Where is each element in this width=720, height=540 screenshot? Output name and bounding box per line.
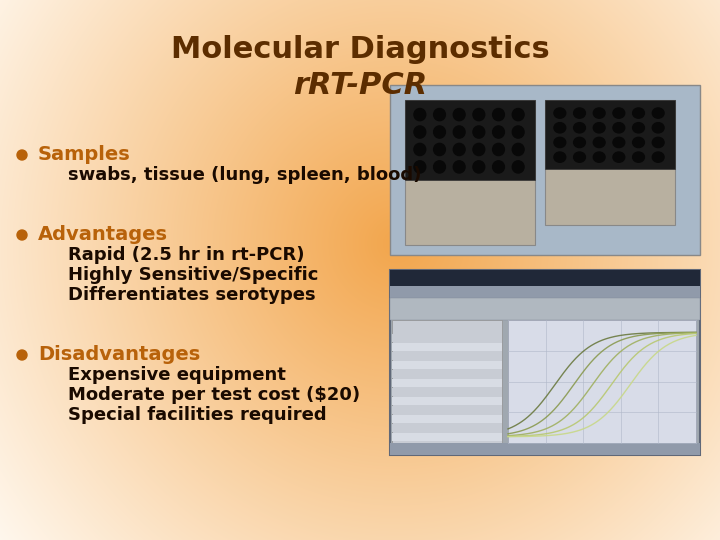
- FancyBboxPatch shape: [545, 100, 675, 168]
- FancyBboxPatch shape: [392, 388, 502, 396]
- Ellipse shape: [652, 108, 664, 118]
- Ellipse shape: [633, 137, 644, 147]
- Ellipse shape: [492, 161, 505, 173]
- Ellipse shape: [652, 152, 664, 163]
- Ellipse shape: [513, 161, 524, 173]
- Ellipse shape: [593, 108, 605, 118]
- Ellipse shape: [492, 126, 505, 138]
- Text: Advantages: Advantages: [38, 226, 168, 245]
- Text: Differentiates serotypes: Differentiates serotypes: [68, 286, 315, 304]
- Ellipse shape: [414, 109, 426, 121]
- Ellipse shape: [554, 123, 566, 133]
- Ellipse shape: [574, 123, 585, 133]
- FancyBboxPatch shape: [405, 100, 535, 245]
- Text: Rapid (2.5 hr in rt-PCR): Rapid (2.5 hr in rt-PCR): [68, 246, 305, 264]
- FancyBboxPatch shape: [508, 320, 696, 443]
- Ellipse shape: [414, 143, 426, 156]
- Ellipse shape: [414, 161, 426, 173]
- Circle shape: [17, 350, 27, 360]
- Ellipse shape: [593, 123, 605, 133]
- FancyBboxPatch shape: [392, 415, 502, 423]
- FancyBboxPatch shape: [390, 270, 700, 455]
- FancyBboxPatch shape: [392, 433, 502, 441]
- Ellipse shape: [633, 108, 644, 118]
- Ellipse shape: [492, 143, 505, 156]
- Ellipse shape: [513, 143, 524, 156]
- FancyBboxPatch shape: [392, 352, 502, 360]
- FancyBboxPatch shape: [392, 361, 502, 369]
- Ellipse shape: [433, 161, 446, 173]
- Ellipse shape: [593, 152, 605, 163]
- FancyBboxPatch shape: [392, 343, 502, 351]
- Text: Molecular Diagnostics: Molecular Diagnostics: [171, 36, 549, 64]
- FancyBboxPatch shape: [392, 334, 502, 342]
- FancyBboxPatch shape: [390, 298, 700, 320]
- FancyBboxPatch shape: [405, 100, 535, 180]
- Ellipse shape: [414, 126, 426, 138]
- Ellipse shape: [473, 109, 485, 121]
- Ellipse shape: [574, 137, 585, 147]
- Ellipse shape: [454, 161, 465, 173]
- Ellipse shape: [554, 137, 566, 147]
- FancyBboxPatch shape: [392, 397, 502, 405]
- Ellipse shape: [593, 137, 605, 147]
- Ellipse shape: [633, 152, 644, 163]
- Text: rRT-PCR: rRT-PCR: [293, 71, 427, 99]
- FancyBboxPatch shape: [545, 100, 675, 225]
- Ellipse shape: [613, 137, 625, 147]
- Ellipse shape: [513, 109, 524, 121]
- Ellipse shape: [454, 126, 465, 138]
- FancyBboxPatch shape: [392, 379, 502, 387]
- FancyBboxPatch shape: [390, 443, 700, 455]
- Ellipse shape: [652, 123, 664, 133]
- Ellipse shape: [574, 152, 585, 163]
- Ellipse shape: [433, 109, 446, 121]
- Ellipse shape: [652, 137, 664, 147]
- Ellipse shape: [473, 161, 485, 173]
- Ellipse shape: [613, 108, 625, 118]
- Ellipse shape: [513, 126, 524, 138]
- Ellipse shape: [433, 143, 446, 156]
- Text: Moderate per test cost ($20): Moderate per test cost ($20): [68, 386, 360, 404]
- Text: Special facilities required: Special facilities required: [68, 406, 327, 424]
- Ellipse shape: [454, 109, 465, 121]
- Text: Disadvantages: Disadvantages: [38, 346, 200, 365]
- FancyBboxPatch shape: [392, 406, 502, 414]
- Circle shape: [17, 150, 27, 160]
- FancyBboxPatch shape: [390, 286, 700, 298]
- Ellipse shape: [554, 152, 566, 163]
- Ellipse shape: [454, 143, 465, 156]
- Ellipse shape: [574, 108, 585, 118]
- Ellipse shape: [473, 126, 485, 138]
- Ellipse shape: [433, 126, 446, 138]
- FancyBboxPatch shape: [392, 320, 502, 443]
- FancyBboxPatch shape: [392, 424, 502, 432]
- Text: Highly Sensitive/Specific: Highly Sensitive/Specific: [68, 266, 318, 284]
- Ellipse shape: [554, 108, 566, 118]
- Ellipse shape: [613, 123, 625, 133]
- Ellipse shape: [492, 109, 505, 121]
- FancyBboxPatch shape: [390, 270, 700, 286]
- Ellipse shape: [633, 123, 644, 133]
- Circle shape: [17, 230, 27, 240]
- Text: swabs, tissue (lung, spleen, blood): swabs, tissue (lung, spleen, blood): [68, 166, 421, 184]
- Ellipse shape: [473, 143, 485, 156]
- FancyBboxPatch shape: [390, 85, 700, 255]
- Text: Expensive equipment: Expensive equipment: [68, 366, 286, 384]
- Ellipse shape: [613, 152, 625, 163]
- FancyBboxPatch shape: [392, 370, 502, 378]
- Text: Samples: Samples: [38, 145, 131, 165]
